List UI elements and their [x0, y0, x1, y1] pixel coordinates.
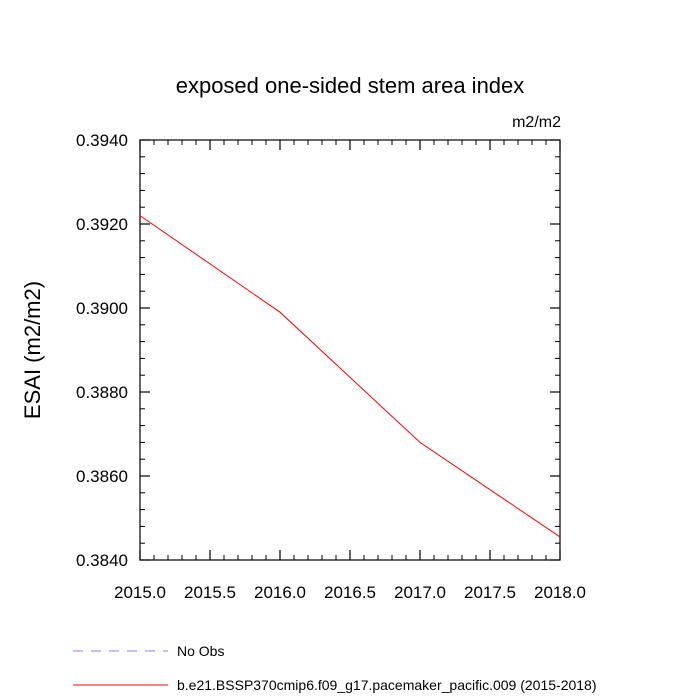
plot-frame — [139, 139, 561, 561]
legend-label: No Obs — [177, 643, 224, 659]
x-tick-label: 2015.5 — [184, 583, 236, 602]
units-label: m2/m2 — [512, 114, 561, 131]
chart-title: exposed one-sided stem area index — [176, 73, 525, 98]
x-tick-label: 2015.0 — [114, 583, 166, 602]
y-axis-label: ESAI (m2/m2) — [20, 281, 45, 419]
y-tick-label: 0.3860 — [76, 467, 128, 486]
x-tick-label: 2017.5 — [464, 583, 516, 602]
y-tick-label: 0.3880 — [76, 383, 128, 402]
y-tick-label: 0.3940 — [76, 131, 128, 150]
legend-label: b.e21.BSSP370cmip6.f09_g17.pacemaker_pac… — [177, 677, 597, 693]
y-tick-label: 0.3920 — [76, 215, 128, 234]
y-tick-label: 0.3900 — [76, 299, 128, 318]
axis-tick-labels: 2015.0 2015.5 2016.0 2016.5 2017.0 2017.5 2018… — [76, 131, 586, 602]
series-line — [139, 215, 561, 538]
x-tick-label: 2017.0 — [394, 583, 446, 602]
x-tick-label: 2016.5 — [324, 583, 376, 602]
y-tick-label: 0.3840 — [76, 551, 128, 570]
x-tick-label: 2016.0 — [254, 583, 306, 602]
x-tick-label: 2018.0 — [534, 583, 586, 602]
axis-ticks — [139, 139, 561, 561]
series-group — [139, 215, 561, 538]
legend: No Obs b.e21.BSSP370cmip6.f09_g17.pacemak… — [73, 643, 597, 693]
